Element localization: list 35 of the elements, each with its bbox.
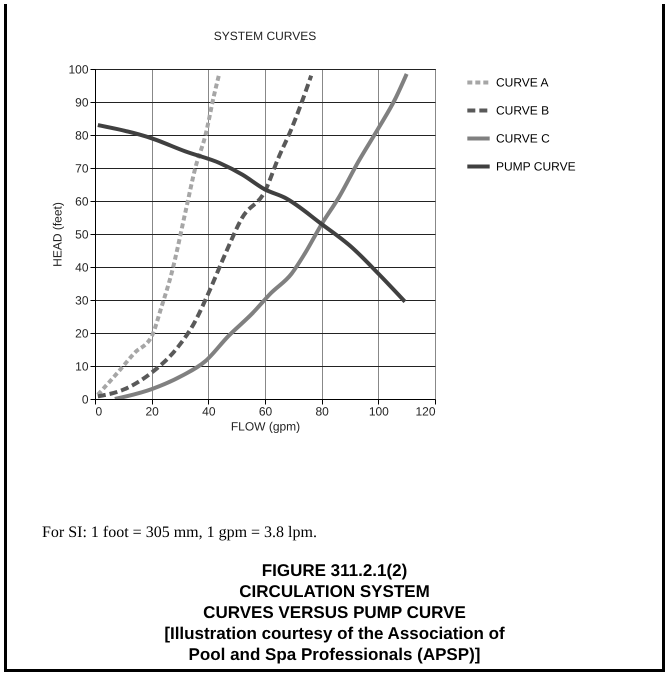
x-tick-label: 100 bbox=[368, 404, 390, 418]
x-tick-label: 60 bbox=[258, 404, 272, 418]
legend-label: CURVE C bbox=[496, 132, 550, 146]
legend-label: CURVE B bbox=[496, 104, 550, 118]
text: CIRCULATION SYSTEM bbox=[238, 581, 431, 602]
y-tick-label: 10 bbox=[75, 360, 89, 374]
y-tick-label: 20 bbox=[75, 326, 89, 340]
line-series bbox=[112, 72, 409, 399]
y-tick-label: 50 bbox=[75, 228, 89, 242]
legend-label: PUMP CURVE bbox=[496, 160, 576, 174]
legend-label: CURVE A bbox=[496, 76, 548, 90]
text: For SI: 1 foot = 305 mm, 1 gpm = 3.8 lpm. bbox=[42, 524, 317, 542]
line-series bbox=[96, 74, 314, 398]
y-tick-label: 80 bbox=[75, 128, 89, 142]
y-tick-label: 0 bbox=[82, 392, 89, 406]
x-tick-label: 20 bbox=[145, 404, 160, 418]
y-tick-label: 100 bbox=[68, 62, 89, 76]
x-tick-label: 120 bbox=[415, 404, 436, 418]
text: CURVES VERSUS PUMP CURVE bbox=[202, 602, 467, 623]
text: Pool and Spa Professionals (APSP)] bbox=[188, 644, 482, 665]
y-axis-title: HEAD (feet) bbox=[50, 202, 64, 267]
y-tick-label: 40 bbox=[75, 260, 89, 274]
line-series bbox=[96, 74, 221, 397]
x-tick-label: 0 bbox=[96, 404, 102, 418]
chart-title: SYSTEM CURVES bbox=[214, 29, 316, 43]
caption: FIGURE 311.2.1(2) bbox=[260, 560, 408, 581]
x-axis-title: FLOW (gpm) bbox=[230, 420, 300, 434]
y-tick-label: 60 bbox=[75, 194, 89, 208]
y-tick-label: 90 bbox=[75, 96, 89, 110]
x-tick-label: 40 bbox=[202, 404, 216, 418]
x-tick-label: 80 bbox=[315, 404, 330, 418]
y-tick-label: 30 bbox=[75, 294, 89, 308]
line-series bbox=[96, 123, 407, 304]
text: [Illustration courtesy of the Association of bbox=[163, 623, 506, 644]
y-tick-label: 70 bbox=[75, 162, 89, 176]
